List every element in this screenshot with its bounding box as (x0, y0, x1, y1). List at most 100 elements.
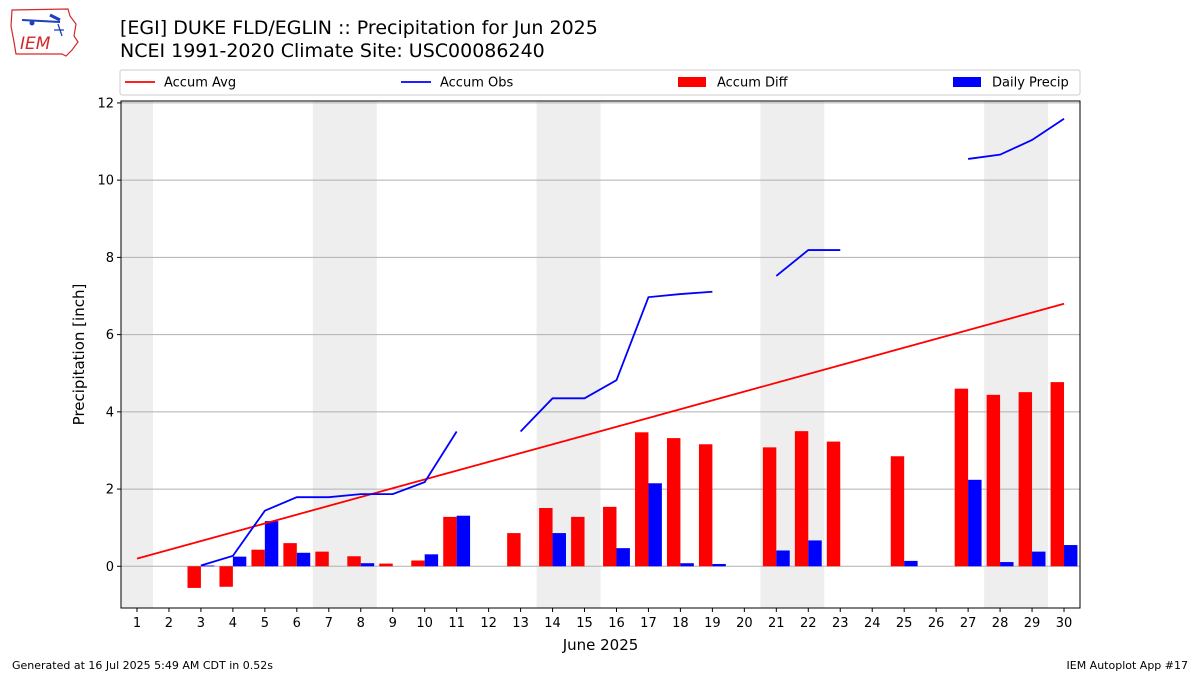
bar (826, 441, 841, 567)
bar (347, 556, 361, 567)
bar (232, 556, 247, 567)
x-tick-label: 13 (512, 616, 529, 631)
legend-label: Accum Avg (164, 76, 236, 91)
legend-label: Daily Precip (992, 76, 1069, 91)
series-line (519, 290, 713, 433)
y-tick-label: 6 (106, 328, 114, 343)
y-tick-label: 10 (97, 174, 114, 189)
x-tick-label: 29 (1024, 616, 1041, 631)
bar (954, 388, 969, 567)
x-tick-label: 5 (261, 616, 269, 631)
line-series (136, 118, 1065, 567)
title-line-1: [EGI] DUKE FLD/EGLIN :: Precipitation fo… (120, 17, 598, 39)
bar-series (187, 382, 1078, 588)
x-tick-label: 24 (864, 616, 881, 631)
bar (283, 543, 297, 567)
bar (712, 563, 726, 567)
bar (762, 447, 777, 567)
series-line (775, 249, 841, 277)
bar (379, 563, 393, 567)
legend-swatch (678, 77, 706, 87)
footer-app: IEM Autoplot App #17 (1066, 659, 1189, 672)
bar (187, 566, 201, 588)
bar (424, 554, 439, 567)
legend-label: Accum Diff (717, 76, 789, 91)
bar (794, 431, 809, 567)
bar (443, 516, 457, 567)
bar (251, 549, 265, 567)
x-tick-label: 19 (704, 616, 721, 631)
bar (1000, 562, 1014, 567)
x-tick-label: 16 (608, 616, 625, 631)
x-tick-label: 26 (928, 616, 945, 631)
bar (680, 563, 694, 567)
y-axis-ticks: 0 2 4 6 8 10 12 (97, 96, 121, 575)
x-tick-label: 14 (544, 616, 561, 631)
bar (507, 533, 521, 567)
bar (571, 516, 585, 567)
x-tick-label: 27 (960, 616, 977, 631)
series-line (967, 118, 1065, 160)
y-tick-label: 0 (106, 560, 114, 575)
x-tick-label: 3 (197, 616, 205, 631)
x-tick-label: 25 (896, 616, 913, 631)
x-tick-label: 18 (672, 616, 689, 631)
bar (1018, 392, 1033, 567)
legend-box (119, 69, 1081, 96)
bar (200, 565, 215, 567)
x-tick-label: 8 (357, 616, 365, 631)
x-tick-label: 22 (800, 616, 817, 631)
footer-generated: Generated at 16 Jul 2025 5:49 AM CDT in … (12, 659, 273, 672)
title-line-2: NCEI 1991-2020 Climate Site: USC00086240 (120, 40, 545, 62)
x-tick-label: 17 (640, 616, 657, 631)
x-tick-label: 9 (389, 616, 397, 631)
y-tick-label: 8 (106, 251, 114, 266)
x-tick-label: 15 (576, 616, 593, 631)
bar (411, 560, 425, 567)
x-tick-label: 10 (416, 616, 433, 631)
y-tick-label: 4 (106, 405, 114, 420)
x-tick-label: 4 (229, 616, 237, 631)
bar (456, 515, 471, 567)
bar (1050, 382, 1065, 567)
bar (264, 521, 279, 567)
x-tick-label: 12 (480, 616, 497, 631)
y-tick-label: 12 (97, 96, 114, 111)
bar (808, 540, 822, 567)
x-tick-label: 28 (992, 616, 1009, 631)
bar (539, 507, 553, 567)
y-axis-label: Precipitation [inch] (70, 284, 88, 426)
x-axis-label: June 2025 (562, 636, 639, 654)
bar (666, 438, 681, 567)
bar (552, 533, 566, 567)
bar (648, 483, 662, 567)
series-line (200, 431, 458, 567)
x-tick-label: 11 (448, 616, 465, 631)
x-tick-label: 21 (768, 616, 785, 631)
bar (904, 560, 918, 567)
plot-frame (120, 100, 1081, 609)
legend: Accum Avg Accum Obs Accum Diff Daily Precip (119, 69, 1081, 96)
bar (616, 548, 630, 567)
legend-swatch (953, 77, 981, 87)
bar (315, 551, 329, 567)
bar (698, 444, 713, 567)
iem-logo: IEM (8, 6, 80, 60)
weekend-band (121, 101, 153, 608)
x-tick-label: 2 (165, 616, 173, 631)
x-axis-ticks: 1 2 3 4 5 6 7 8 9 10 11 12 13 14 15 16 17 18 19 20 21 22 23 24 2… (133, 608, 1072, 631)
bar (1064, 545, 1078, 567)
bar (1032, 551, 1046, 567)
iowa-map-icon: IEM (10, 8, 79, 57)
bar (603, 506, 617, 567)
x-tick-label: 23 (832, 616, 849, 631)
legend-label: Accum Obs (440, 76, 513, 91)
bar (890, 456, 905, 567)
logo-text: IEM (20, 34, 51, 54)
x-tick-label: 30 (1056, 616, 1073, 631)
series-line (136, 302, 1065, 560)
bar (296, 552, 311, 567)
weekend-band (312, 101, 377, 608)
bar (776, 550, 790, 567)
